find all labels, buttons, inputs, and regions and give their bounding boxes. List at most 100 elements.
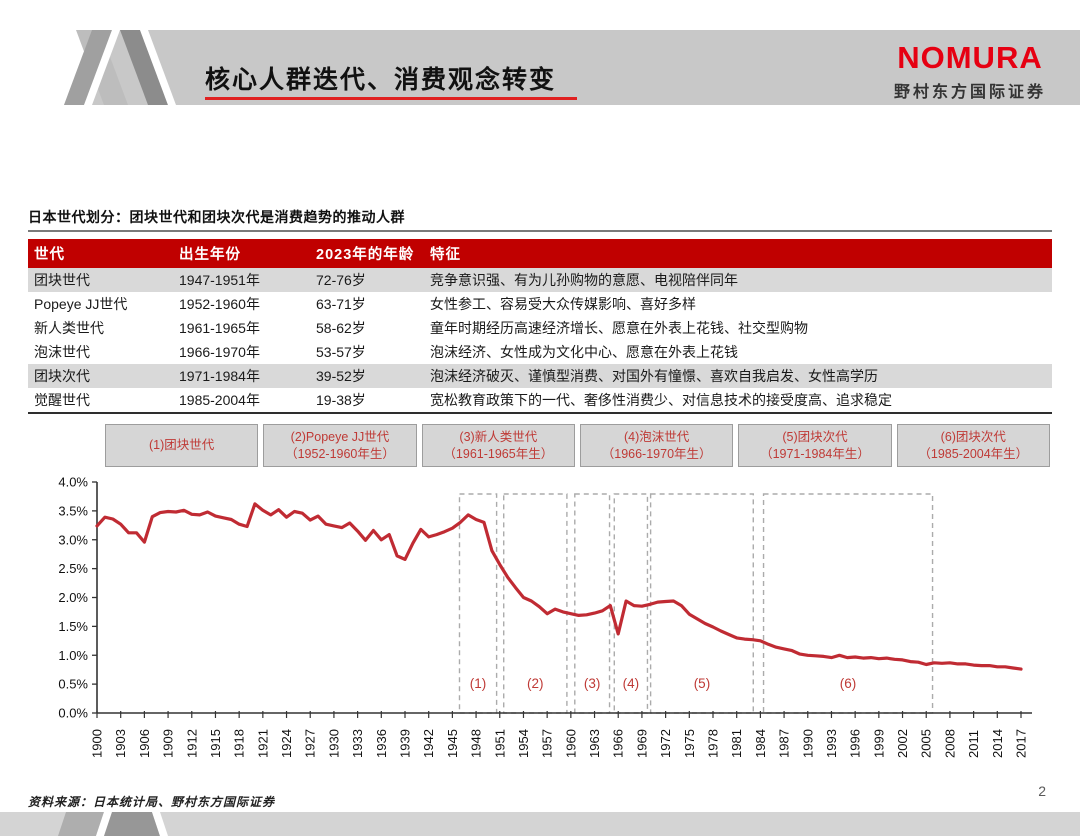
- generation-box: (5)团块次代 （1971-1984年生）: [738, 424, 892, 467]
- generation-boxes-row: (1)团块世代 (2)Popeye JJ世代 （1952-1960年生） (3)新人类…: [105, 424, 1050, 467]
- x-tick-label: 1903: [113, 729, 128, 758]
- x-tick-label: 1954: [516, 729, 531, 758]
- table-cell: 1952-1960年: [179, 296, 260, 312]
- table-row: 新人类世代 1961-1965年 58-62岁 童年时期经历高速经济增长、愿意在外表上…: [28, 316, 1052, 340]
- x-tick-label: 1930: [326, 729, 341, 758]
- table-column-header: 特征: [424, 239, 1052, 268]
- page-number: 2: [1038, 783, 1046, 799]
- generation-box-name: (3)新人类世代: [459, 429, 538, 444]
- page-title: 核心人群迭代、消费观念转变: [205, 67, 557, 94]
- x-tick-label: 1990: [800, 729, 815, 758]
- table-cell: 19-38岁: [316, 392, 366, 408]
- generation-table: 世代 出生年份 2023年的年龄 特征 团块世代 1947-1951年 72-76岁 竞争意…: [28, 239, 1052, 414]
- x-tick-label: 1936: [374, 729, 389, 758]
- table-cell: 1971-1984年: [173, 364, 310, 388]
- table-cell: 团块世代: [28, 268, 173, 292]
- table-cell: 58-62岁: [316, 320, 366, 336]
- x-tick-label: 1999: [871, 729, 886, 758]
- x-tick-label: 1918: [232, 729, 247, 758]
- x-tick-label: 1924: [279, 729, 294, 758]
- region-label: (1): [470, 676, 487, 691]
- table-row: 团块世代 1947-1951年 72-76岁 竞争意识强、有为儿孙购物的意愿、电视陪伴…: [28, 268, 1052, 292]
- birth-rate-line: [95, 502, 1023, 671]
- x-tick-label: 1921: [255, 729, 270, 758]
- x-tick-label: 1975: [682, 729, 697, 758]
- table-cell: 泡沫经济破灭、谨慎型消费、对国外有憧憬、喜欢自我启发、女性高学历: [424, 364, 1052, 388]
- table-column-header: 2023年的年龄: [310, 239, 424, 268]
- x-tick-label: 1993: [824, 729, 839, 758]
- y-tick-label: 0.0%: [58, 706, 88, 721]
- x-tick-label: 1939: [398, 729, 413, 758]
- x-tick-label: 2014: [990, 729, 1005, 758]
- table-cell: 觉醒世代: [34, 392, 90, 408]
- x-tick-label: 1933: [350, 729, 365, 758]
- generation-box: (2)Popeye JJ世代 （1952-1960年生）: [263, 424, 417, 467]
- header-band: [60, 30, 1080, 105]
- table-header: 世代 出生年份 2023年的年龄 特征: [28, 239, 1052, 268]
- table-column-header: 世代: [28, 239, 173, 268]
- x-tick-label: 1951: [492, 729, 507, 758]
- table-column-header: 出生年份: [173, 239, 310, 268]
- x-tick-label: 1948: [469, 729, 484, 758]
- x-tick-label: 1987: [777, 729, 792, 758]
- table-cell: 女性参工、容易受大众传媒影响、喜好多样: [430, 296, 696, 312]
- table-row: 泡沫世代 1966-1970年 53-57岁 泡沫经济、女性成为文化中心、愿意在外表上…: [28, 340, 1052, 364]
- x-tick-label: 1996: [848, 729, 863, 758]
- source-note: 资料来源：日本统计局、野村东方国际证券: [28, 795, 276, 809]
- table-cell: 团块次代: [28, 364, 173, 388]
- x-tick-label: 1960: [563, 729, 578, 758]
- y-tick-label: 3.5%: [58, 503, 88, 518]
- region-box-(2): [503, 493, 568, 714]
- y-tick-label: 0.5%: [58, 677, 88, 692]
- x-tick-label: 1966: [611, 729, 626, 758]
- x-tick-label: 1984: [753, 729, 768, 758]
- x-tick-label: 2008: [942, 729, 957, 758]
- table-cell: 1947-1951年: [173, 268, 310, 292]
- x-tick-label: 1906: [137, 729, 152, 758]
- x-tick-label: 1969: [634, 729, 649, 758]
- section-subtitle: 日本世代划分：团块世代和团块次代是消费趋势的推动人群: [28, 209, 405, 225]
- table-cell: 泡沫经济、女性成为文化中心、愿意在外表上花钱: [430, 344, 738, 360]
- generation-box-years: （1952-1960年生）: [285, 446, 395, 461]
- footer-band: [0, 812, 1080, 836]
- y-tick-label: 4.0%: [58, 475, 88, 490]
- x-tick-label: 1972: [658, 729, 673, 758]
- region-label: (6): [840, 676, 857, 691]
- region-label: (4): [623, 676, 640, 691]
- x-tick-label: 1900: [90, 729, 105, 758]
- nomura-logo: NOMURA 野村东方国际证券: [894, 40, 1046, 102]
- table-cell: 53-57岁: [316, 344, 366, 360]
- table-row: Popeye JJ世代 1952-1960年 63-71岁 女性参工、容易受大众传媒影…: [28, 292, 1052, 316]
- generation-box: (4)泡沫世代 （1966-1970年生）: [579, 424, 734, 467]
- table-cell: 63-71岁: [316, 296, 366, 312]
- table-cell: 1961-1965年: [179, 320, 260, 336]
- generation-box-years: （1971-1984年生）: [760, 446, 870, 461]
- table-cell: 39-52岁: [310, 364, 424, 388]
- x-tick-label: 1978: [706, 729, 721, 758]
- x-tick-label: 1945: [445, 729, 460, 758]
- y-tick-label: 1.0%: [58, 648, 88, 663]
- x-tick-label: 2005: [919, 729, 934, 758]
- region-label: (2): [527, 676, 544, 691]
- table-cell: 72-76岁: [310, 268, 424, 292]
- table-cell: 新人类世代: [34, 320, 104, 336]
- title-underline: [205, 97, 577, 100]
- table-cell: 1985-2004年: [179, 392, 260, 408]
- table-cell: 泡沫世代: [34, 344, 90, 360]
- y-tick-label: 2.5%: [58, 561, 88, 576]
- nomura-chinese-name: 野村东方国际证券: [893, 84, 1046, 101]
- generation-box: (3)新人类世代 （1961-1965年生）: [421, 424, 575, 467]
- generation-box-years: （1966-1970年生）: [601, 446, 712, 461]
- y-tick-label: 2.0%: [58, 590, 88, 605]
- generation-box-name: (4)泡沫世代: [624, 429, 690, 444]
- generation-box-name: (1)团块世代: [149, 438, 215, 453]
- generation-box-years: （1961-1965年生）: [443, 446, 554, 461]
- x-tick-label: 1909: [161, 729, 176, 758]
- x-tick-label: 1912: [184, 729, 199, 758]
- generation-box-name: (6)团块次代: [940, 429, 1006, 444]
- x-tick-label: 1963: [587, 729, 602, 758]
- table-cell: 1966-1970年: [179, 344, 260, 360]
- generation-box-years: （1985-2004年生）: [918, 446, 1029, 461]
- y-tick-label: 3.0%: [58, 532, 88, 547]
- table-cell: 童年时期经历高速经济增长、愿意在外表上花钱、社交型购物: [430, 320, 808, 336]
